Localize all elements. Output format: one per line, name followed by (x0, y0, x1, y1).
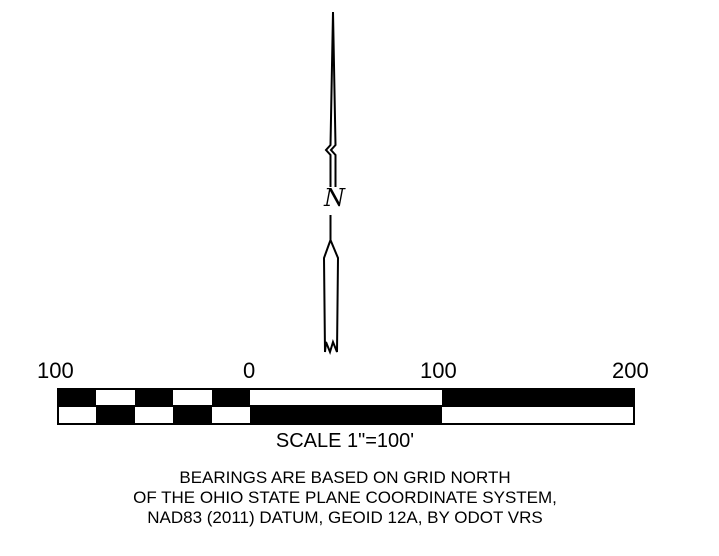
note-line: OF THE OHIO STATE PLANE COORDINATE SYSTE… (133, 488, 557, 507)
scale-title: SCALE 1"=100' (275, 430, 415, 452)
scale-bar (57, 388, 635, 425)
scale-segment (212, 389, 250, 406)
north-arrow-lower-tail (322, 215, 340, 356)
north-arrow-upper-needle (324, 11, 337, 189)
note-line: BEARINGS ARE BASED ON GRID NORTH (179, 468, 511, 487)
scale-label-0: 0 (243, 358, 256, 383)
scale-label-200: 200 (612, 358, 649, 383)
bearing-basis-note: BEARINGS ARE BASED ON GRID NORTH OF THE … (0, 468, 690, 528)
scale-segment (250, 406, 442, 424)
scale-segment (173, 406, 212, 424)
scale-label-100-left: 100 (37, 358, 74, 383)
north-arrow (322, 11, 340, 356)
north-letter: N (323, 184, 346, 212)
scale-segment (442, 389, 634, 406)
note-line: NAD83 (2011) DATUM, GEOID 12A, BY ODOT V… (147, 508, 543, 527)
scale-segment (58, 389, 96, 406)
scale-label-100-right: 100 (420, 358, 457, 383)
scale-segment (135, 389, 173, 406)
scale-segment (96, 406, 135, 424)
